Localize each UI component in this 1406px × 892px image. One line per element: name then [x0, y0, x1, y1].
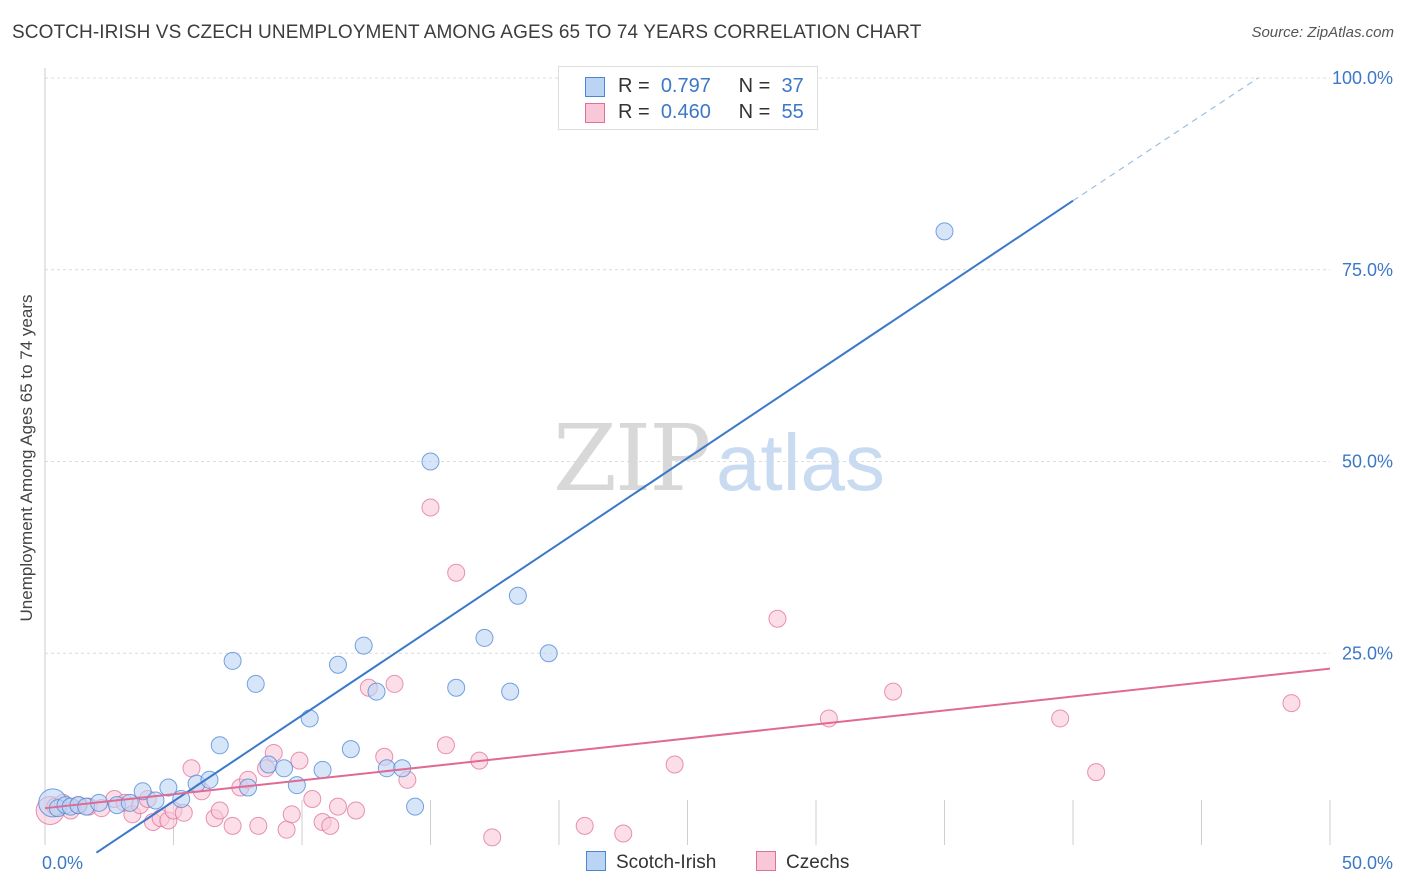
- r-value: 0.797: [660, 75, 711, 97]
- scotch-irish-trendline: [95, 199, 1074, 854]
- scotch-irish-point: [421, 452, 440, 471]
- n-label: N =: [738, 75, 771, 97]
- scotch-irish-point: [159, 778, 178, 797]
- n-value: 37: [781, 75, 804, 97]
- czechs-point: [768, 609, 787, 628]
- czechs-point: [483, 828, 502, 847]
- czechs-point: [346, 801, 365, 820]
- scotch-irish-point: [406, 797, 425, 816]
- czechs-point: [223, 816, 242, 835]
- scotch-irish-point: [223, 651, 242, 670]
- y-tick-label: 25.0%: [1342, 643, 1393, 663]
- scotch-irish-point: [259, 755, 278, 774]
- czechs-point: [436, 736, 455, 755]
- scotch-irish-point: [328, 655, 347, 674]
- czechs-point: [303, 789, 322, 808]
- x-tick-label: 50.0%: [1342, 853, 1393, 873]
- n-value: 55: [781, 101, 804, 123]
- czechs-point: [1087, 763, 1106, 782]
- czechs-point: [282, 805, 301, 824]
- czechs-legend-swatch: [756, 851, 776, 871]
- czechs-point: [328, 797, 347, 816]
- czechs-point: [1051, 709, 1070, 728]
- scotch-irish-point: [354, 636, 373, 655]
- r-label: R =: [618, 75, 650, 97]
- correlation-legend: R = 0.797 N = 37 R = 0.460 N = 55: [558, 66, 818, 130]
- scotch-irish-point: [341, 740, 360, 759]
- scotch-irish-point: [300, 709, 319, 728]
- scotch-irish-point: [377, 759, 396, 778]
- scotch-irish-swatch: [585, 77, 605, 97]
- czechs-point: [447, 563, 466, 582]
- scotch-irish-point: [501, 682, 520, 701]
- czechs-point: [884, 682, 903, 701]
- scotch-irish-point: [275, 759, 294, 778]
- x-tick-label: 0.0%: [42, 853, 83, 873]
- czechs-point: [385, 674, 404, 693]
- czechs-point: [665, 755, 684, 774]
- r-value: 0.460: [660, 101, 711, 123]
- scotch-irish-point: [475, 628, 494, 647]
- scotch-irish-point: [246, 674, 265, 693]
- legend-item-czechs: Czechs: [756, 851, 849, 874]
- legend-label: Scotch-Irish: [616, 852, 717, 873]
- n-label: N =: [738, 101, 771, 123]
- chart-title: SCOTCH-IRISH VS CZECH UNEMPLOYMENT AMONG…: [12, 22, 922, 43]
- scotch-irish-point: [935, 222, 954, 241]
- czechs-point: [182, 759, 201, 778]
- watermark-atlas: atlas: [716, 418, 885, 507]
- czechs-point: [1282, 694, 1301, 713]
- czechs-point: [421, 498, 440, 517]
- legend-item-scotch-irish: Scotch-Irish: [586, 851, 716, 874]
- czechs-point: [575, 816, 594, 835]
- scotch-irish-point: [539, 644, 558, 663]
- czechs-point: [321, 816, 340, 835]
- czechs-point: [210, 801, 229, 820]
- y-tick-label: 75.0%: [1342, 260, 1393, 280]
- czechs-point: [249, 816, 268, 835]
- czechs-point: [614, 824, 633, 843]
- scotch-irish-point: [313, 760, 332, 779]
- scotch-irish-point: [200, 770, 219, 789]
- czechs-point: [277, 820, 296, 839]
- source-label: Source: ZipAtlas.com: [1251, 24, 1394, 41]
- scotch-irish-legend-swatch: [586, 851, 606, 871]
- scotch-irish-trendline-extension: [1072, 77, 1259, 202]
- scotch-irish-point: [508, 586, 527, 605]
- scotch-irish-point: [367, 682, 386, 701]
- scotch-irish-point: [447, 678, 466, 697]
- r-label: R =: [618, 101, 650, 123]
- y-tick-label: 50.0%: [1342, 452, 1393, 472]
- y-tick-label: 100.0%: [1332, 68, 1393, 88]
- czechs-swatch: [585, 103, 605, 123]
- scotch-irish-point: [133, 782, 152, 801]
- czechs-point: [290, 751, 309, 770]
- czechs-trendline: [44, 667, 1331, 810]
- legend-label: Czechs: [786, 852, 850, 873]
- scotch-irish-point: [210, 736, 229, 755]
